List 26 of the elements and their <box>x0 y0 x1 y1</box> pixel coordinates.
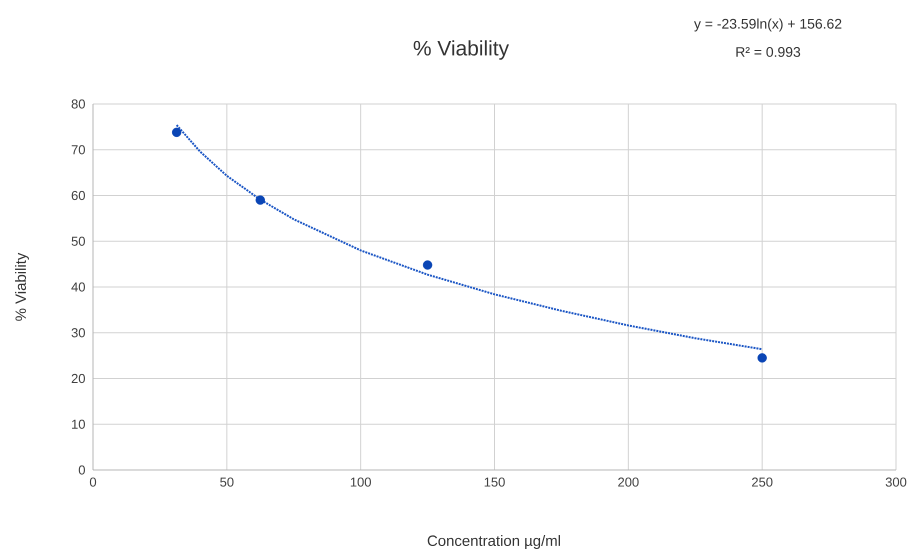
y-tick-label: 50 <box>72 236 85 246</box>
x-tick-label: 150 <box>484 478 505 487</box>
text: R² = 0.993 <box>736 47 800 57</box>
x-tick-label: 50 <box>220 478 234 487</box>
point <box>757 353 767 363</box>
x-tick-label: 0 <box>90 478 96 487</box>
x-tick-label: 250 <box>752 478 772 487</box>
y-tick-label: 60 <box>72 190 85 200</box>
y-tick-label: 40 <box>71 282 85 292</box>
point <box>422 260 432 270</box>
y-tick-label: 10 <box>72 420 85 429</box>
point <box>172 128 182 138</box>
y-axis-title: % Viability <box>15 252 29 321</box>
x-tick-label: 100 <box>350 478 371 487</box>
chart-title: % Viability <box>414 40 510 60</box>
x-tick-label: 300 <box>886 478 906 487</box>
y-tick-label: 0 <box>78 465 85 475</box>
y-tick-label: 80 <box>72 99 85 109</box>
point <box>256 195 265 205</box>
y-tick-label: 20 <box>72 374 85 384</box>
line-series <box>176 124 764 350</box>
x-tick-label: 200 <box>618 478 639 487</box>
y-tick-label: 30 <box>72 328 85 338</box>
text: y = -23.59ln(x) + 156.62 <box>694 18 842 32</box>
y-tick-label: 70 <box>72 145 85 154</box>
x-axis-title: Concentration µg/ml <box>428 535 560 549</box>
